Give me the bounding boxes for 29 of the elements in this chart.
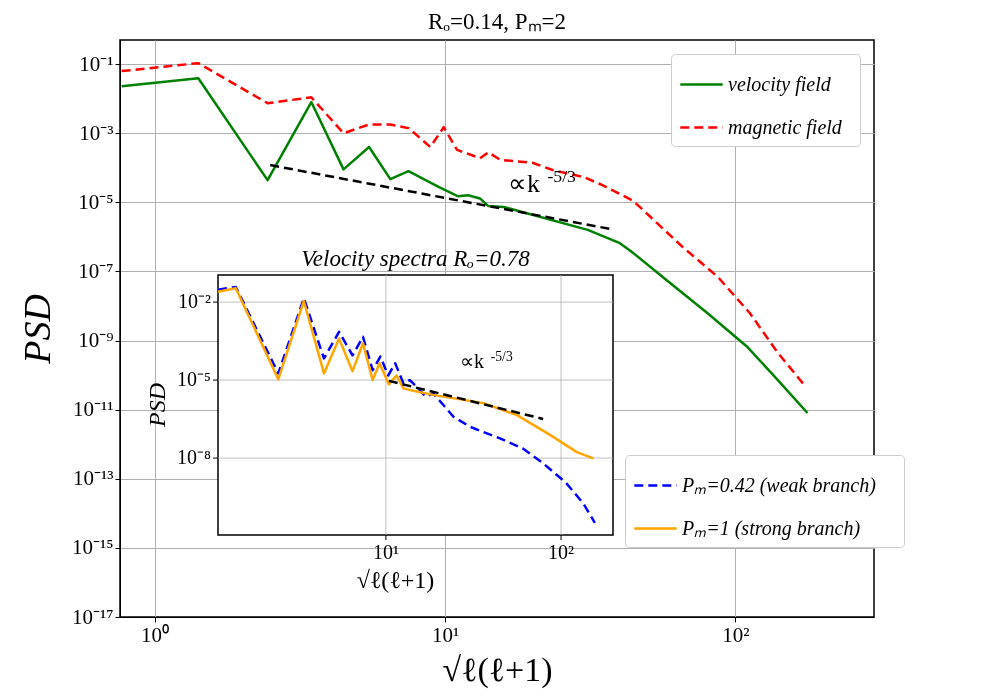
x-axis-title: √ℓ(ℓ+1) <box>442 650 553 689</box>
y-axis-title: PSD <box>144 383 170 428</box>
x-tick-label: 10¹ <box>431 622 460 647</box>
x-axis-title: √ℓ(ℓ+1) <box>356 567 435 593</box>
y-tick-label: 10⁻¹⁵ <box>71 535 114 560</box>
x-tick-label: 10¹ <box>372 541 399 563</box>
legend-label: velocity field <box>728 72 832 96</box>
x-tick-label: 10² <box>722 622 750 647</box>
y-tick-label: 10⁻¹⁷ <box>71 604 114 629</box>
chart-title: Velocity spectra Rₒ=0.78 <box>301 246 531 271</box>
y-axis-title: PSD <box>15 294 58 365</box>
x-tick-label: 10⁰ <box>141 622 170 647</box>
annotation: ∝k-5/3 <box>460 348 513 372</box>
y-tick-label: 10⁻⁸ <box>177 446 212 469</box>
y-tick-label: 10⁻¹ <box>79 51 114 76</box>
y-tick-label: 10⁻⁵ <box>78 189 114 214</box>
chart-title: Rₒ=0.14, Pₘ=2 <box>428 9 566 34</box>
annotation: ∝k-5/3 <box>508 166 577 198</box>
y-tick-label: 10⁻² <box>178 290 211 313</box>
legend-label: Pₘ=0.42 (weak branch) <box>681 473 877 497</box>
legend-label: magnetic field <box>728 115 843 139</box>
legend-label: Pₘ=1 (strong branch) <box>681 516 861 540</box>
y-tick-label: 10⁻⁷ <box>78 258 114 283</box>
y-tick-label: 10⁻⁹ <box>78 328 114 353</box>
x-tick-label: 10² <box>548 541 575 563</box>
y-tick-label: 10⁻¹³ <box>72 466 114 491</box>
y-tick-label: 10⁻⁵ <box>177 368 211 391</box>
y-tick-label: 10⁻¹¹ <box>72 397 114 422</box>
y-tick-label: 10⁻³ <box>79 120 114 145</box>
